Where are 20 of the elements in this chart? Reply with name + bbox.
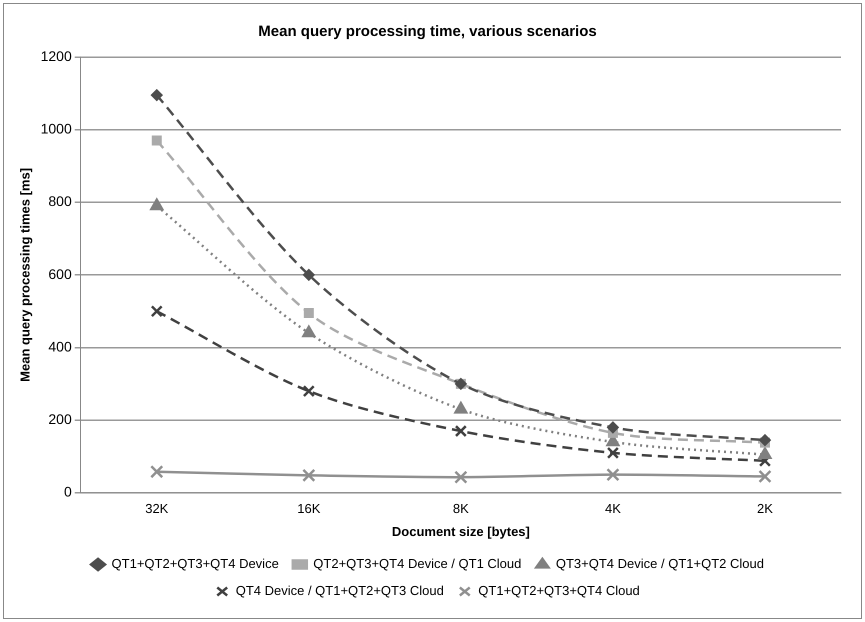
x-tick-label: 2K <box>757 501 774 516</box>
y-tick-label: 1200 <box>40 48 72 64</box>
chart-title: Mean query processing time, various scenarios <box>258 23 597 40</box>
y-tick-label: 600 <box>48 266 72 282</box>
legend-label: QT2+QT3+QT4 Device / QT1 Cloud <box>313 556 522 572</box>
y-tick-label: 0 <box>64 484 72 500</box>
x-tick-label: 16K <box>297 501 321 516</box>
legend-label: QT1+QT2+QT3+QT4 Cloud <box>478 583 640 598</box>
x-tick-label: 8K <box>452 501 470 516</box>
y-tick-label: 400 <box>48 338 72 354</box>
legend-label: QT1+QT2+QT3+QT4 Device <box>112 556 279 572</box>
y-tick-label: 200 <box>48 411 72 428</box>
legend-label: QT3+QT4 Device / QT1+QT2 Cloud <box>556 556 764 572</box>
y-tick-label: 800 <box>48 193 72 210</box>
x-axis-title: Document size [bytes] <box>392 524 530 539</box>
y-axis-title: Mean query processing times [ms] <box>17 168 32 382</box>
x-tick-label: 4K <box>604 501 622 516</box>
legend-label: QT4 Device / QT1+QT2+QT3 Cloud <box>236 583 444 598</box>
x-tick-label: 32K <box>145 501 169 516</box>
y-tick-label: 1000 <box>40 120 72 136</box>
